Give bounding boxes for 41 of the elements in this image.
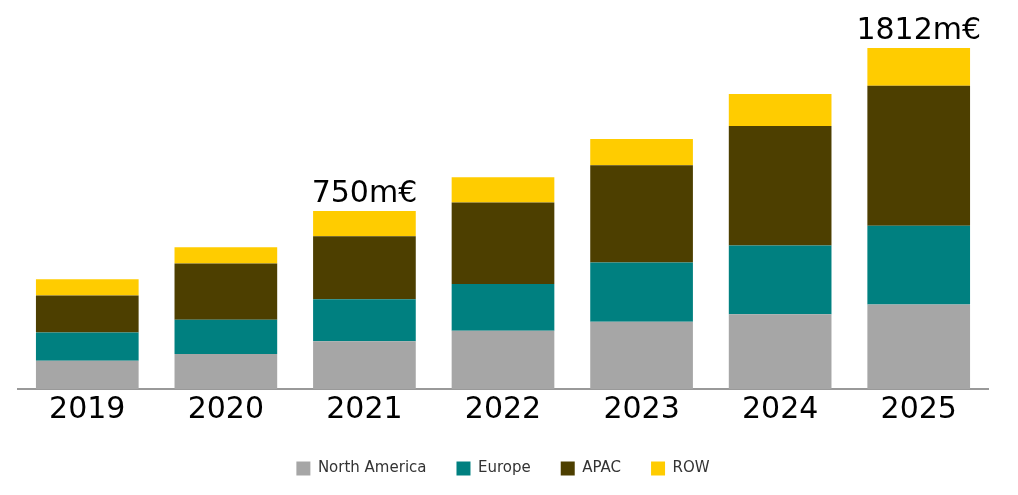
x-tick-label: 2023 [603, 389, 680, 425]
x-tick-label: 2019 [49, 389, 126, 425]
bar [313, 236, 416, 300]
bar [590, 262, 693, 322]
x-tick-label: 2020 [187, 389, 265, 425]
bar [728, 245, 832, 315]
bar [728, 126, 832, 246]
bar [35, 360, 139, 389]
bar [313, 211, 416, 237]
x-tick-label: 2021 [326, 389, 403, 425]
bar [451, 330, 555, 389]
x-tick-label: 2025 [880, 389, 957, 425]
bar [590, 321, 693, 389]
bar [313, 341, 416, 389]
x-tick-label: 2024 [741, 389, 819, 425]
x-tick-label: 2022 [464, 389, 542, 425]
bar [451, 283, 555, 331]
bar [590, 139, 693, 166]
bar [867, 304, 971, 389]
annotation: 1812m€ [856, 10, 982, 46]
legend-label: ROW [672, 458, 710, 477]
bar [728, 94, 832, 127]
bar [35, 332, 139, 361]
legend-label: North America [317, 458, 427, 477]
bar [35, 279, 139, 296]
bar [867, 225, 971, 305]
bar [867, 48, 971, 86]
bar [451, 177, 555, 203]
bar [35, 295, 139, 333]
bar [590, 165, 693, 263]
annotation: 750m€ [311, 173, 418, 209]
legend-label: Europe [477, 458, 531, 477]
bar [174, 319, 278, 354]
bar [174, 353, 278, 389]
bar [313, 299, 416, 342]
legend-label: APAC [582, 458, 622, 477]
bar [174, 263, 278, 320]
bar [867, 85, 971, 226]
bar [451, 202, 555, 284]
bar [728, 314, 832, 389]
bar [174, 247, 278, 264]
